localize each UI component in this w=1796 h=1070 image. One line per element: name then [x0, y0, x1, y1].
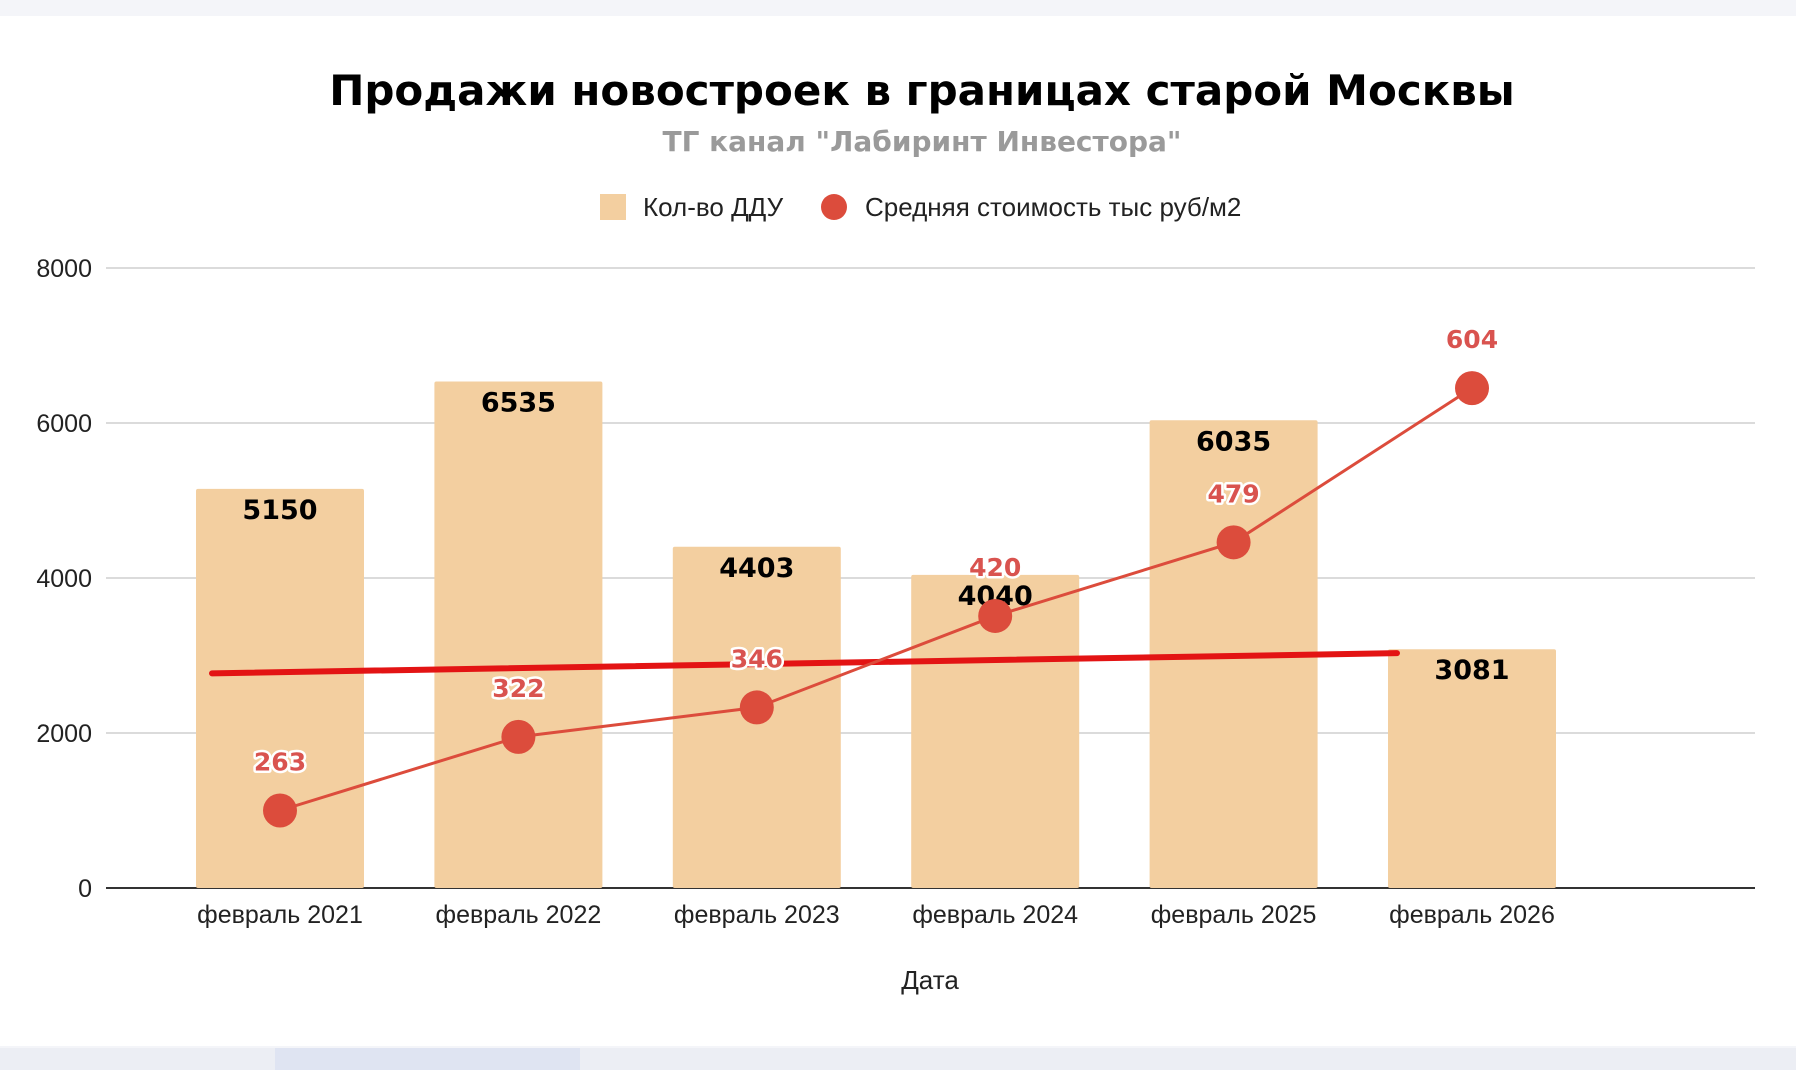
bar-value-label: 3081: [1434, 655, 1509, 686]
x-tick-label: февраль 2023: [674, 901, 840, 929]
bar: [1388, 649, 1556, 888]
price-value-label: 346: [731, 644, 783, 673]
bar-value-label: 6535: [481, 388, 556, 419]
line-series: 263 322 346 420 479 604: [251, 323, 1501, 828]
y-tick-label: 0: [78, 875, 92, 903]
price-value-label: 420: [969, 553, 1021, 582]
bar-value-label: 4403: [719, 553, 794, 584]
x-tick-label: февраль 2025: [1151, 901, 1317, 929]
bottom-tab: [275, 1048, 580, 1070]
x-axis-ticks: февраль 2021 февраль 2022 февраль 2023 февр…: [197, 901, 1555, 929]
price-point: [978, 598, 1013, 633]
bar-value-label: 5150: [242, 495, 317, 526]
chart-canvas: Продажи новостроек в границах старой Мос…: [36, 66, 1755, 995]
chart-title: Продажи новостроек в границах старой Мос…: [329, 66, 1515, 115]
legend: Кол-во ДДУ Средняя стоимость тыс руб/м2: [600, 192, 1241, 222]
legend-swatch-bars: [600, 194, 626, 220]
chart-card: Продажи новостроек в границах старой Мос…: [0, 16, 1796, 1046]
price-value-label: 322: [492, 674, 544, 703]
x-tick-label: февраль 2021: [197, 901, 363, 929]
price-point: [1455, 371, 1489, 406]
bar: [911, 574, 1080, 888]
bottom-strip: [0, 1048, 1796, 1070]
trendline: [209, 650, 1400, 677]
y-axis-ticks: 0 2000 4000 6000 8000: [36, 255, 92, 903]
x-tick-label: февраль 2024: [912, 901, 1078, 929]
y-tick-label: 4000: [36, 565, 92, 593]
price-line: [279, 386, 1473, 812]
price-value-label: 604: [1446, 325, 1498, 354]
price-value-label: 479: [1208, 479, 1260, 508]
price-point: [1216, 525, 1251, 560]
x-tick-label: февраль 2022: [436, 901, 602, 929]
legend-swatch-line: [821, 194, 847, 220]
price-point: [739, 690, 774, 725]
price-value-label: 263: [254, 748, 306, 777]
trendline-layer: [209, 650, 1400, 677]
y-tick-label: 8000: [36, 255, 92, 283]
chart-subtitle: ТГ канал "Лабиринт Инвестора": [662, 125, 1181, 158]
legend-label-line: Средняя стоимость тыс руб/м2: [865, 192, 1241, 222]
bar-value-label: 6035: [1196, 426, 1271, 457]
bar: [196, 488, 364, 888]
price-point: [501, 719, 536, 754]
y-tick-label: 2000: [36, 720, 92, 748]
x-axis-label: Дата: [901, 965, 959, 995]
y-tick-label: 6000: [36, 410, 92, 438]
price-point: [263, 793, 297, 828]
legend-label-bars: Кол-во ДДУ: [643, 192, 784, 222]
x-tick-label: февраль 2026: [1389, 901, 1555, 929]
bar: [434, 381, 603, 888]
